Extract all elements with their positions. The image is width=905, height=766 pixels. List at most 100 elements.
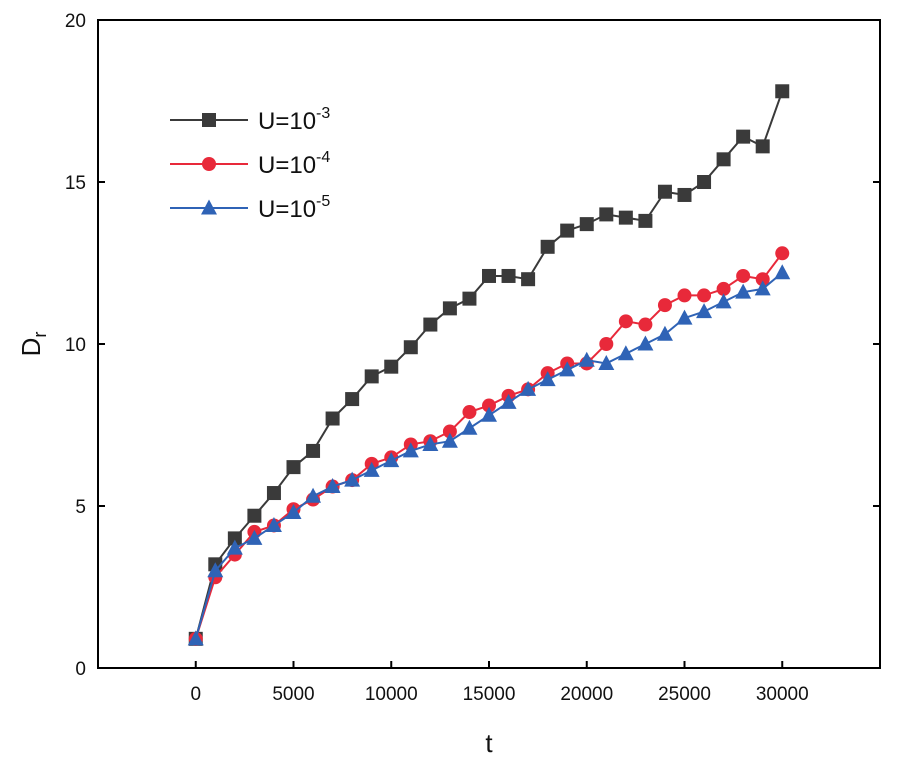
data-point xyxy=(559,361,576,377)
legend-item: U=10-5 xyxy=(170,193,330,223)
legend-label: U=10-5 xyxy=(258,193,330,223)
y-tick-label: 10 xyxy=(65,335,86,356)
legend-label-base: U=10 xyxy=(258,108,316,135)
data-point xyxy=(247,508,262,523)
series-square xyxy=(188,84,790,646)
x-axis-label: t xyxy=(485,728,493,758)
data-point xyxy=(775,246,790,261)
data-point xyxy=(344,471,361,487)
data-point xyxy=(677,288,692,303)
data-point xyxy=(560,223,575,238)
legend: U=10-3U=10-4U=10-5 xyxy=(170,105,330,223)
data-point xyxy=(716,281,731,296)
data-point xyxy=(285,503,302,519)
series-line xyxy=(194,271,783,640)
x-tick-label: 15000 xyxy=(463,684,516,705)
legend-marker xyxy=(201,199,217,215)
data-point xyxy=(246,529,263,545)
data-point xyxy=(638,213,653,228)
data-point xyxy=(500,393,517,409)
series-triangle xyxy=(187,264,791,646)
data-point xyxy=(306,443,321,458)
data-point xyxy=(617,345,634,361)
data-point xyxy=(578,351,595,367)
data-point xyxy=(599,207,614,222)
data-point xyxy=(384,359,399,374)
data-point xyxy=(656,325,673,341)
data-point xyxy=(676,309,693,325)
data-point xyxy=(462,405,477,420)
legend-label-exponent: -3 xyxy=(316,105,330,122)
data-point xyxy=(187,630,204,646)
x-tick-label: 30000 xyxy=(756,684,809,705)
legend-item: U=10-4 xyxy=(170,149,330,179)
legend-label-base: U=10 xyxy=(258,152,316,179)
data-point xyxy=(345,392,360,407)
data-point xyxy=(305,487,322,503)
data-point xyxy=(540,239,555,254)
legend-label-base: U=10 xyxy=(258,196,316,223)
legend-label-exponent: -5 xyxy=(316,193,330,210)
series-circle xyxy=(188,246,790,646)
data-point xyxy=(618,314,633,329)
data-point xyxy=(442,424,457,439)
x-tick-label: 20000 xyxy=(560,684,613,705)
x-tick-label: 0 xyxy=(190,684,201,705)
data-point xyxy=(441,432,458,448)
plot-marks xyxy=(187,84,791,646)
data-point xyxy=(383,452,400,468)
data-point xyxy=(735,283,752,299)
series-line xyxy=(194,252,784,640)
data-point xyxy=(402,442,419,458)
y-tick-label: 0 xyxy=(75,659,86,680)
y-axis-label-subscript: r xyxy=(30,332,50,338)
x-tick-label: 10000 xyxy=(365,684,418,705)
data-point xyxy=(755,272,770,287)
data-point xyxy=(736,129,751,144)
data-point xyxy=(657,184,672,199)
data-point xyxy=(482,268,496,283)
legend-label: U=10-3 xyxy=(258,105,330,135)
data-point xyxy=(265,516,282,532)
data-point xyxy=(696,303,713,319)
data-point xyxy=(422,435,439,451)
y-axis-label-main: D xyxy=(16,338,46,357)
data-point xyxy=(286,460,301,475)
data-point xyxy=(774,264,791,280)
data-point xyxy=(520,380,537,396)
x-tick-label: 25000 xyxy=(658,684,711,705)
data-point xyxy=(754,280,771,296)
data-point xyxy=(461,419,478,435)
data-point xyxy=(501,268,516,283)
data-point xyxy=(207,562,224,578)
data-point xyxy=(638,317,653,332)
data-point xyxy=(755,139,770,154)
data-point xyxy=(462,291,477,306)
legend-marker xyxy=(202,157,216,171)
data-point xyxy=(677,187,692,202)
data-point xyxy=(637,335,654,351)
data-point xyxy=(657,298,672,313)
data-point xyxy=(736,268,751,283)
data-point xyxy=(227,531,242,546)
data-point xyxy=(423,317,438,332)
data-point xyxy=(598,354,615,370)
legend-item: U=10-3 xyxy=(170,105,330,135)
data-point xyxy=(539,371,556,387)
data-point xyxy=(716,152,731,167)
legend-label: U=10-4 xyxy=(258,149,330,179)
data-point xyxy=(324,478,341,494)
x-tick-label: 5000 xyxy=(272,684,314,705)
data-point xyxy=(775,84,790,99)
y-tick-label: 20 xyxy=(65,11,86,32)
data-point xyxy=(482,398,496,413)
data-point xyxy=(442,301,457,316)
data-point xyxy=(599,337,614,351)
y-tick-label: 5 xyxy=(75,497,86,518)
data-point xyxy=(521,272,536,287)
data-point xyxy=(579,217,594,232)
data-point xyxy=(266,486,281,501)
data-point xyxy=(697,175,712,189)
data-point xyxy=(481,406,497,422)
data-point xyxy=(364,369,379,384)
